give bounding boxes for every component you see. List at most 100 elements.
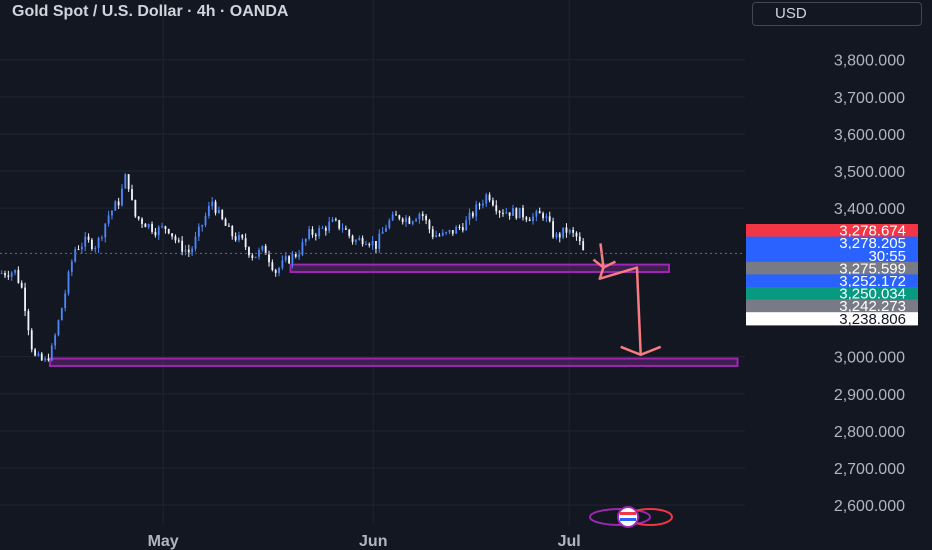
candle-body: [341, 228, 344, 230]
candle-body: [568, 229, 571, 233]
candle-body: [481, 203, 484, 206]
candle-body: [508, 212, 511, 216]
candle-body: [395, 214, 397, 216]
candle-body: [555, 233, 558, 238]
price-label-bg: [746, 249, 918, 263]
y-tick-label: 3,000.000: [834, 350, 905, 367]
candle-body: [124, 174, 127, 189]
candle-body: [171, 233, 174, 237]
candle-body: [391, 214, 394, 221]
candle-body: [101, 237, 103, 239]
candle-body: [321, 227, 324, 229]
x-tick-label: Jun: [359, 533, 387, 550]
candle-body: [522, 207, 524, 218]
candle-body: [154, 231, 157, 236]
candle-body: [74, 249, 77, 262]
y-tick-label: 3,800.000: [834, 53, 905, 70]
candle-body: [471, 212, 474, 217]
candle-body: [565, 227, 568, 233]
candle-body: [104, 223, 107, 238]
price-label-bg: [746, 236, 918, 250]
candle-body: [54, 335, 57, 346]
support-zones: [48, 263, 739, 367]
candle-body: [361, 238, 364, 245]
candle-body: [30, 330, 33, 350]
candle-body: [274, 269, 277, 273]
candle-body: [114, 201, 117, 211]
candle-body: [90, 239, 93, 249]
price-label-text: 3,242.273: [839, 298, 906, 315]
price-label-text: 3,278.205: [839, 235, 906, 252]
candle-body: [378, 233, 381, 249]
candle-body: [44, 358, 47, 361]
candle-body: [94, 247, 97, 249]
candle-body: [348, 229, 351, 236]
candle-body: [431, 229, 434, 238]
flag-stripe: [620, 518, 636, 521]
price-label-bg: [746, 312, 918, 326]
flag-icon: [617, 506, 639, 528]
y-tick-label: 2,800.000: [834, 424, 905, 441]
upper-zone: [289, 263, 671, 274]
candle-body: [485, 194, 488, 204]
price-axis[interactable]: 3,800.000 3,700.000 3,600.000 3,500.000 3,40…: [834, 53, 905, 515]
candle-body: [492, 200, 494, 206]
candle-body: [408, 217, 411, 224]
price-labels: 3,278.6743,278.20530:553,275.5993,252.17…: [746, 223, 918, 328]
candle-body: [34, 349, 37, 356]
candle-body: [174, 236, 177, 241]
candle-body: [582, 241, 585, 251]
candle-body: [338, 220, 341, 229]
candle-body: [238, 234, 240, 241]
price-label-bg: [746, 261, 918, 275]
candle-body: [532, 216, 534, 222]
candle-body: [47, 358, 50, 361]
candle-body: [57, 320, 60, 336]
economic-event-marker[interactable]: [589, 506, 673, 528]
candle-body: [284, 256, 287, 261]
candle-body: [294, 253, 297, 257]
candle-body: [334, 219, 337, 221]
candle-body: [20, 282, 23, 288]
price-label-text: 3,238.806: [839, 311, 906, 328]
candle-body: [535, 211, 538, 217]
candle-body: [278, 267, 280, 273]
price-label-text: 3,250.034: [839, 286, 906, 303]
arrowhead: [620, 345, 662, 357]
candle-body: [475, 204, 478, 217]
candle-body: [502, 212, 504, 214]
candle-body: [351, 235, 354, 242]
price-label-text: 3,252.172: [839, 273, 906, 290]
candle-body: [97, 238, 100, 248]
candle-body: [318, 228, 321, 237]
candle-body: [558, 233, 561, 238]
time-axis[interactable]: May Jun Jul: [148, 533, 581, 550]
candle-body: [187, 249, 190, 253]
candle-body: [381, 231, 384, 234]
projection-arrow: [592, 243, 662, 357]
y-tick-label: 2,900.000: [834, 387, 905, 404]
y-tick-label: 3,600.000: [834, 127, 905, 144]
y-tick-label: 2,700.000: [834, 461, 905, 478]
candle-body: [254, 256, 257, 258]
currency-selector[interactable]: USD: [752, 2, 922, 26]
candle-body: [358, 238, 361, 241]
candle-body: [458, 226, 461, 228]
candle-body: [207, 206, 210, 216]
candle-body: [405, 217, 407, 222]
candle-body: [121, 188, 123, 206]
candle-body: [575, 232, 578, 237]
candle-body: [311, 229, 314, 235]
candle-body: [70, 261, 73, 272]
candle-body: [87, 236, 90, 240]
candle-body: [221, 210, 224, 220]
candle-body: [415, 219, 417, 222]
candle-body: [438, 235, 441, 237]
candle-body: [264, 245, 267, 255]
candle-body: [4, 273, 6, 276]
candle-body: [164, 226, 167, 230]
candle-body: [184, 249, 187, 252]
y-tick-label: 2,600.000: [834, 498, 905, 515]
candle-body: [388, 220, 391, 228]
